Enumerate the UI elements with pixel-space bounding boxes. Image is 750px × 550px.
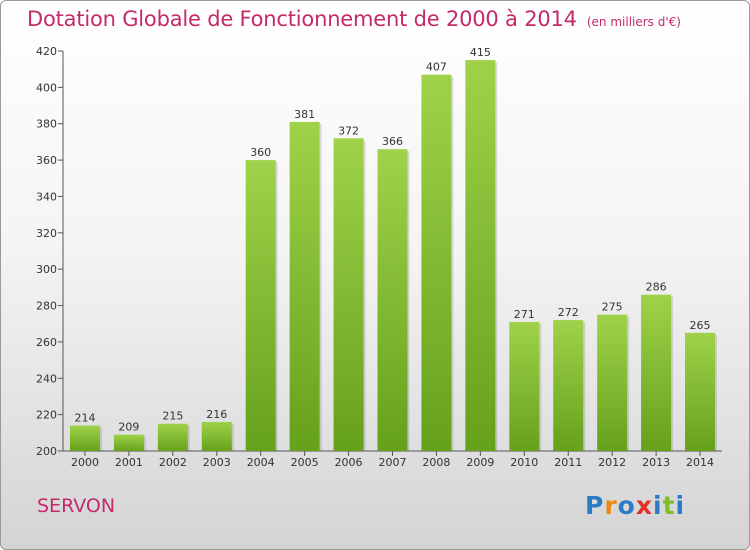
bar	[465, 60, 496, 451]
chart-subtitle: (en milliers d'€)	[586, 15, 681, 29]
data-label: 407	[426, 61, 447, 74]
logo-letter: i	[653, 491, 663, 520]
data-label: 272	[558, 306, 579, 319]
x-tick-label: 2002	[159, 456, 187, 469]
x-tick-label: 2012	[598, 456, 626, 469]
logo-letter: t	[662, 491, 676, 520]
y-tick-label: 300	[36, 263, 57, 276]
x-tick-label: 2003	[203, 456, 231, 469]
y-tick-label: 280	[36, 300, 57, 313]
bar	[685, 332, 716, 451]
y-tick-label: 260	[36, 336, 57, 349]
town-name: SERVON	[37, 495, 116, 517]
x-tick-label: 2006	[335, 456, 363, 469]
bar	[509, 321, 540, 451]
bar	[201, 421, 232, 451]
y-tick-label: 360	[36, 154, 57, 167]
y-tick-label: 240	[36, 372, 57, 385]
data-label: 214	[74, 412, 95, 425]
data-label: 366	[382, 135, 403, 148]
bar	[245, 160, 276, 451]
data-label: 215	[162, 410, 183, 423]
x-tick-label: 2007	[379, 456, 407, 469]
x-tick-label: 2004	[247, 456, 275, 469]
data-label: 265	[690, 319, 711, 332]
y-tick-label: 200	[36, 445, 57, 458]
x-tick-label: 2005	[291, 456, 319, 469]
y-tick-label: 400	[36, 81, 57, 94]
x-tick-label: 2014	[686, 456, 714, 469]
y-tick-label: 420	[36, 45, 57, 58]
data-label: 415	[470, 46, 491, 59]
logo-letter: o	[617, 491, 636, 520]
logo-letter: r	[604, 491, 618, 520]
data-label: 360	[250, 146, 271, 159]
bar	[597, 314, 628, 451]
x-tick-label: 2011	[554, 456, 582, 469]
data-label: 275	[602, 301, 623, 314]
logo-letter: P	[585, 491, 605, 520]
y-tick-label: 320	[36, 227, 57, 240]
y-axis: 200 220 240 260 280 300 320 340 360 380 400 420	[36, 45, 64, 458]
bar	[289, 121, 320, 451]
x-axis: 2000 2001 2002 2003 2004 2005 2006 2007 2008 2009…	[63, 450, 722, 469]
y-tick-label: 220	[36, 409, 57, 422]
bars	[69, 60, 718, 452]
data-label: 372	[338, 124, 359, 137]
bar	[69, 425, 100, 451]
data-label: 286	[646, 281, 667, 294]
x-tick-label: 2013	[642, 456, 670, 469]
x-tick-label: 2001	[115, 456, 143, 469]
x-tick-label: 2010	[510, 456, 538, 469]
bar	[157, 423, 188, 451]
bar	[333, 138, 364, 452]
data-label: 216	[206, 408, 227, 421]
bar	[641, 294, 672, 451]
data-label: 271	[514, 308, 535, 321]
y-tick-label: 340	[36, 190, 57, 203]
bar	[113, 434, 144, 451]
logo-letter: x	[635, 491, 653, 520]
x-tick-label: 2008	[422, 456, 450, 469]
data-label: 209	[118, 421, 139, 434]
chart-title: Dotation Globale de Fonctionnement de 20…	[27, 7, 681, 31]
x-tick-label: 2009	[466, 456, 494, 469]
bar	[421, 74, 452, 452]
data-labels: 214 209 215 216 360 381 372 366 407 415 271 272 275 2…	[74, 46, 710, 434]
bar	[377, 149, 408, 451]
proxiti-logo[interactable]: Proxiti	[585, 491, 685, 520]
y-tick-label: 380	[36, 118, 57, 131]
logo-letter: i	[675, 491, 686, 520]
chart-title-text: Dotation Globale de Fonctionnement de 20…	[27, 7, 577, 31]
data-label: 381	[294, 108, 315, 121]
x-tick-label: 2000	[71, 456, 99, 469]
bar	[553, 320, 584, 451]
